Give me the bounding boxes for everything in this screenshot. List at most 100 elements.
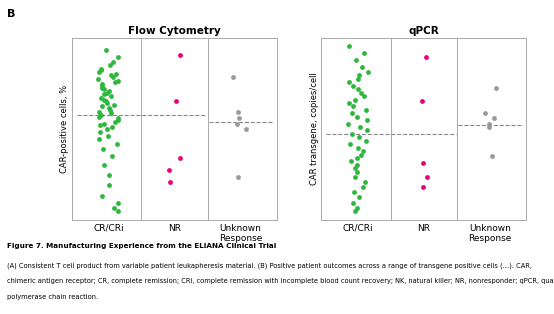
Point: [343, 121, 352, 126]
Point: [355, 125, 364, 130]
Point: [113, 209, 122, 214]
Point: [114, 78, 123, 83]
Point: [114, 118, 122, 123]
Point: [363, 128, 372, 133]
Point: [346, 142, 355, 147]
Point: [94, 76, 102, 81]
Point: [171, 99, 180, 104]
Point: [95, 69, 104, 74]
Text: (A) Consistent T cell product from variable patient leukapheresis material. (B) : (A) Consistent T cell product from varia…: [7, 262, 531, 269]
Point: [359, 185, 368, 190]
Point: [358, 64, 367, 69]
Point: [110, 205, 119, 210]
Point: [111, 80, 120, 85]
Point: [106, 94, 115, 99]
Point: [104, 133, 112, 138]
Point: [114, 116, 122, 121]
Point: [418, 99, 427, 104]
Point: [418, 185, 427, 190]
Title: qPCR: qPCR: [408, 25, 439, 35]
Point: [97, 66, 106, 71]
Point: [349, 104, 358, 109]
Point: [347, 111, 356, 116]
Point: [166, 180, 175, 185]
Point: [347, 131, 356, 136]
Point: [176, 155, 184, 160]
Point: [98, 85, 106, 90]
Point: [101, 99, 110, 104]
Point: [234, 116, 243, 121]
Point: [347, 159, 356, 164]
Point: [488, 154, 496, 159]
Point: [350, 209, 359, 214]
Point: [361, 180, 370, 185]
Point: [100, 97, 109, 102]
Point: [114, 54, 122, 59]
Point: [110, 102, 119, 107]
Point: [353, 162, 362, 167]
Point: [419, 160, 428, 165]
Point: [348, 200, 357, 205]
Point: [104, 106, 113, 111]
Point: [106, 73, 115, 78]
Point: [106, 63, 115, 68]
Point: [233, 121, 242, 126]
Point: [165, 167, 173, 172]
Point: [344, 100, 353, 106]
Point: [352, 155, 361, 160]
Point: [106, 107, 115, 112]
Point: [96, 130, 105, 135]
Point: [107, 154, 116, 159]
Point: [102, 90, 111, 95]
Point: [108, 125, 117, 130]
Point: [229, 75, 238, 80]
Text: polymerase chain reaction.: polymerase chain reaction.: [7, 294, 98, 300]
Point: [110, 119, 119, 124]
Point: [109, 75, 117, 80]
Point: [363, 69, 372, 74]
Point: [106, 111, 115, 116]
Point: [97, 112, 106, 117]
Point: [94, 137, 103, 142]
Point: [175, 52, 184, 57]
Point: [112, 142, 121, 147]
Point: [344, 44, 353, 49]
Text: B: B: [7, 9, 15, 19]
Point: [355, 195, 363, 200]
Point: [359, 51, 368, 56]
Point: [94, 109, 103, 114]
Point: [350, 190, 358, 195]
Point: [357, 152, 366, 157]
Point: [348, 83, 357, 88]
Point: [354, 73, 363, 78]
Point: [351, 97, 360, 102]
Text: Figure 7. Manufacturing Experience from the ELIANA Clinical Trial: Figure 7. Manufacturing Experience from …: [7, 243, 276, 249]
Point: [100, 92, 109, 97]
Point: [353, 169, 362, 174]
Point: [97, 68, 106, 73]
Point: [100, 87, 109, 92]
Point: [353, 76, 362, 81]
Point: [358, 149, 367, 154]
Point: [96, 95, 105, 100]
Point: [105, 183, 114, 188]
Y-axis label: CAR transgene, copies/cell: CAR transgene, copies/cell: [310, 72, 319, 185]
Point: [351, 166, 360, 171]
Point: [112, 71, 121, 76]
Point: [351, 174, 360, 179]
Point: [422, 54, 430, 59]
Point: [362, 107, 371, 112]
Point: [354, 145, 363, 150]
Point: [484, 121, 493, 126]
Point: [354, 135, 363, 140]
Title: Flow Cytometry: Flow Cytometry: [128, 25, 221, 35]
Point: [352, 205, 361, 210]
Point: [95, 114, 104, 119]
Point: [352, 57, 361, 62]
Point: [344, 80, 353, 85]
Point: [100, 121, 109, 126]
Point: [484, 125, 493, 130]
Point: [353, 87, 362, 92]
Point: [352, 114, 361, 119]
Point: [98, 82, 107, 87]
